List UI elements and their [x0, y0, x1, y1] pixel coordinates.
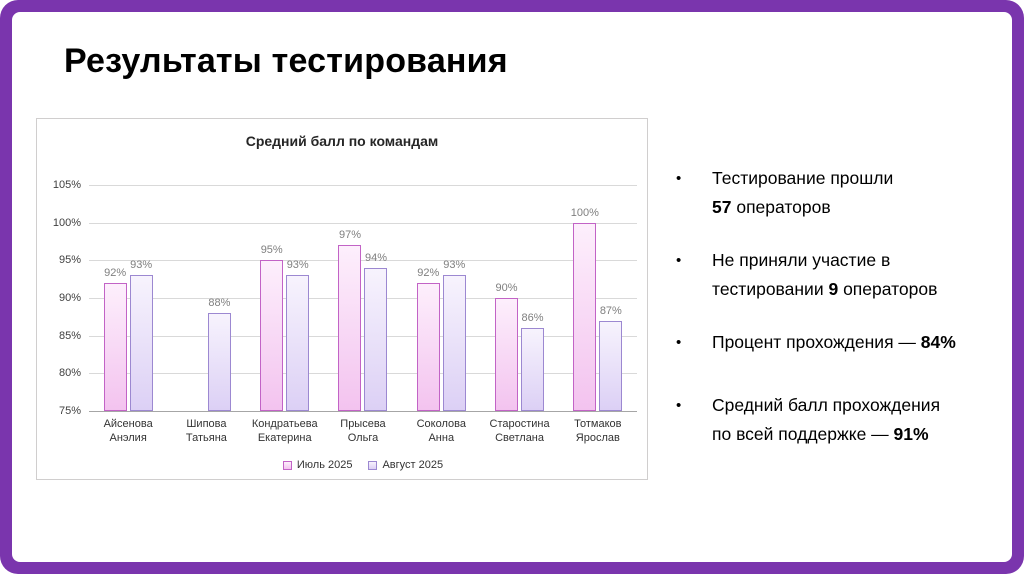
bullet-marker-icon: •: [676, 397, 682, 414]
bar-value-label: 100%: [570, 206, 599, 219]
bar: 93%: [129, 259, 153, 411]
bar: 86%: [521, 312, 545, 411]
bar-slot: 95%: [260, 185, 284, 411]
bar-value-label: 93%: [286, 259, 309, 272]
legend-swatch: [282, 460, 292, 470]
category-label: Старостина Светлана: [489, 418, 550, 445]
legend-label: Август 2025: [382, 459, 444, 471]
category-label: Кондратьева Екатерина: [251, 418, 318, 445]
bar: 97%: [338, 229, 362, 411]
gridline: [89, 222, 637, 224]
bar-value-label: 92%: [104, 266, 127, 279]
bullet-item: • Процент прохождения — 84%: [676, 328, 976, 357]
bars-layer: 92% 93% 88% 95% 93% 97% 94% 92% 93% 90% 86% 100% 87%: [89, 185, 637, 411]
bar: 93%: [442, 259, 466, 411]
category-axis: Айсенова Анэлия Шипова Татьяна Кондратьева Ек…: [89, 417, 637, 446]
category-label: Айсенова Анэлия: [103, 418, 153, 445]
bar-slot: 94%: [364, 185, 388, 411]
y-tick-label: 80%: [58, 367, 81, 380]
bar-value-label: 90%: [495, 282, 518, 294]
bar-value-label: 92%: [417, 266, 440, 279]
bar-group: 95% 93%: [246, 185, 324, 411]
bar: 90%: [495, 282, 519, 411]
bar-slot: 92%: [416, 185, 440, 411]
gridline: [89, 373, 637, 375]
bar-slot: [182, 185, 205, 411]
y-tick-label: 95%: [58, 254, 81, 267]
bar-slot: 93%: [129, 185, 153, 411]
bar: 87%: [599, 305, 623, 411]
bar-value-label: 94%: [364, 251, 387, 264]
bar-value-label: 93%: [130, 259, 153, 272]
bar: 95%: [260, 244, 284, 411]
bar-group: 100% 87%: [559, 185, 637, 411]
bullet-item: • Средний балл прохождения по всей поддер…: [676, 391, 976, 449]
bar-value-label: 86%: [521, 312, 544, 325]
gridline: [89, 335, 637, 337]
bar: 88%: [207, 297, 231, 411]
bar-slot: 92%: [103, 185, 127, 411]
bullet-text: Не приняли участие в тестировании 9 опер…: [712, 250, 938, 299]
bar-value-label: 87%: [599, 304, 622, 317]
gridline: [89, 260, 637, 262]
gridline: [89, 185, 637, 186]
x-axis-line: [89, 411, 637, 412]
chart-legend: Июль 2025 Август 2025: [89, 459, 637, 471]
bar: 92%: [103, 267, 127, 411]
bar: 93%: [286, 259, 310, 411]
category-label: Соколова Анна: [416, 418, 466, 445]
bar: 92%: [416, 267, 440, 411]
plot-area: 105% 100% 95% 90% 85% 80% 75% 92% 93% 88% 95% 93% 97…: [53, 179, 637, 417]
bullet-marker-icon: •: [676, 334, 682, 351]
bar-slot: 87%: [599, 185, 623, 411]
slide-content: Результаты тестирования Средний балл по …: [12, 12, 1012, 562]
bar-group: 97% 94%: [324, 185, 402, 411]
bar-slot: 97%: [338, 185, 362, 411]
bar-value-label: 95%: [260, 244, 283, 257]
bar-value-label: 97%: [338, 229, 361, 242]
bar-group: 92% 93%: [402, 185, 480, 411]
category-label: Шипова Татьяна: [185, 418, 227, 445]
summary-bullets: • Тестирование прошли 57 операторов • Не пр…: [676, 164, 976, 473]
bullet-text: Процент прохождения — 84%: [712, 332, 956, 352]
y-tick-label: 85%: [58, 329, 81, 342]
legend-swatch: [368, 460, 378, 470]
chart-title: Средний балл по командам: [245, 133, 439, 149]
bullet-marker-icon: •: [676, 170, 682, 187]
legend-item: Июль 2025: [282, 459, 353, 471]
y-tick-label: 105%: [52, 179, 81, 191]
bar: 100%: [571, 207, 599, 411]
bar-slot: 93%: [442, 185, 466, 411]
page-title: Результаты тестирования: [64, 42, 508, 80]
bar-group: 88%: [167, 185, 245, 411]
bar-chart-panel: Средний балл по командам 105% 100% 95% 90% 8…: [36, 118, 648, 480]
bullet-marker-icon: •: [676, 252, 682, 269]
bullet-text: Тестирование прошли 57 операторов: [712, 168, 894, 217]
bar-slot: 88%: [207, 185, 231, 411]
category-label: Прысева Ольга: [340, 418, 386, 445]
bar-slot: 90%: [495, 185, 519, 411]
legend-label: Июль 2025: [296, 459, 353, 471]
gridline: [89, 298, 637, 299]
bullet-text: Средний балл прохождения по всей поддерж…: [712, 395, 941, 444]
bullet-item: • Не приняли участие в тестировании 9 опе…: [676, 246, 976, 304]
bullet-item: • Тестирование прошли 57 операторов: [676, 164, 976, 222]
bar-slot: 100%: [571, 185, 599, 411]
bar-group: 90% 86%: [480, 185, 558, 411]
bar-group: 92% 93%: [89, 185, 167, 411]
bar-value-label: 88%: [208, 297, 231, 310]
y-tick-label: 100%: [52, 216, 81, 229]
y-tick-label: 75%: [58, 405, 81, 417]
y-tick-label: 90%: [58, 292, 81, 304]
bar-slot: 86%: [521, 185, 545, 411]
bar: 94%: [364, 252, 388, 411]
legend-item: Август 2025: [368, 459, 443, 471]
category-label: Тотмаков Ярослав: [574, 418, 622, 445]
bar-value-label: 93%: [443, 259, 466, 272]
bar-slot: 93%: [286, 185, 310, 411]
